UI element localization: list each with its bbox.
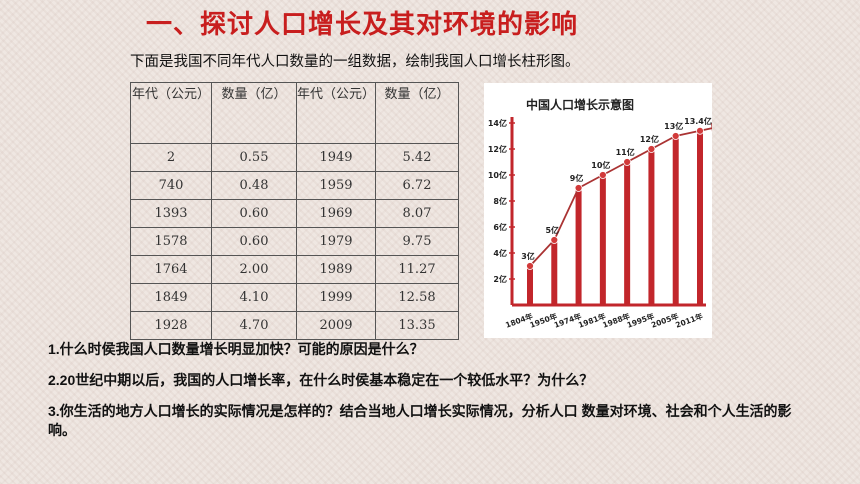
question-list: 1.什么时侯我国人口数量增长明显加快？可能的原因是什么？ 2.20世纪中期以后，… [48,340,808,452]
table-row: 1928 4.70 2009 13.35 [130,311,459,340]
bar [697,130,703,305]
population-growth-chart: 中国人口增长示意图 2亿 4亿 6亿 8亿 10亿 12亿 14亿 3亿 5亿 9亿 10亿 11亿 12… [484,83,720,338]
data-label: 13亿 [664,121,683,131]
table-cell: 5.42 [375,143,459,172]
table-cell: 2009 [296,311,376,340]
question-2: 2.20世纪中期以后，我国的人口增长率，在什么时侯基本稳定在一个较低水平？为什么… [48,372,594,388]
question-3: 3.你生活的地方人口增长的实际情况是怎样的？结合当地人口增长实际情况，分析人口 … [48,403,792,438]
y-tick-label: 10亿 [488,170,507,180]
y-tick-label: 6亿 [493,222,507,232]
population-table: 年代（公元） 数量（亿） 年代（公元） 数量（亿） 2 0.55 1949 5.… [130,82,459,340]
data-label: 10亿 [591,160,610,170]
table-cell: 1949 [296,143,376,172]
chart-title: 中国人口增长示意图 [526,97,634,112]
bar [599,175,606,305]
table-cell: 1989 [296,255,376,284]
y-tick-label: 14亿 [488,118,507,128]
header-count-2: 数量（亿） [375,82,459,144]
header-count-1: 数量（亿） [211,82,297,144]
table-row: 740 0.48 1959 6.72 [130,171,459,200]
bar [648,149,655,305]
table-cell: 1764 [130,255,212,284]
data-point [623,158,632,166]
table-cell: 4.70 [211,311,297,340]
data-point [696,126,704,135]
data-point [526,262,534,270]
table-cell: 0.55 [211,143,297,172]
page-title: 一、探讨人口增长及其对环境的影响 [146,10,579,40]
table-cell: 1999 [296,283,376,312]
table-cell: 0.60 [211,227,297,256]
table-cell: 1969 [296,199,376,228]
table-cell: 11.27 [375,255,459,284]
header-year-2: 年代（公元） [296,82,376,144]
table-cell: 9.75 [375,227,459,256]
header-year-1: 年代（公元） [130,82,212,144]
y-tick-label: 8亿 [493,196,507,206]
table-row: 2 0.55 1949 5.42 [130,143,459,172]
data-label: 9亿 [570,173,584,183]
table-cell: 1578 [130,227,212,256]
table-cell: 2 [130,143,212,172]
table-header-row: 年代（公元） 数量（亿） 年代（公元） 数量（亿） [130,82,459,144]
instruction-text: 下面是我国不同年代人口数量的一组数据，绘制我国人口增长柱形图。 [130,54,580,70]
y-tick-label: 2亿 [493,274,507,284]
table-cell: 1979 [296,227,376,256]
table-cell: 1849 [130,283,212,312]
data-label: 11亿 [616,147,635,157]
table-row: 1849 4.10 1999 12.58 [130,283,459,312]
data-label: 5亿 [545,225,559,235]
data-point [671,132,680,140]
bar [575,188,582,305]
table-cell: 2.00 [211,255,297,284]
table-cell: 6.72 [375,171,459,200]
table-cell: 1928 [130,311,212,340]
bar [551,240,558,305]
table-row: 1393 0.60 1969 8.07 [130,199,459,228]
table-row: 1578 0.60 1979 9.75 [130,227,459,256]
data-point [574,184,583,192]
bar [672,136,679,305]
data-point [550,236,559,244]
bar [624,162,631,305]
data-label: 3亿 [521,251,535,261]
table-cell: 13.35 [375,311,459,340]
y-tick-label: 4亿 [493,248,507,258]
table-cell: 4.10 [211,283,297,312]
table-cell: 1393 [130,199,212,228]
data-label: 12亿 [640,134,659,144]
bar [527,266,533,305]
chart-svg: 中国人口增长示意图 2亿 4亿 6亿 8亿 10亿 12亿 14亿 3亿 5亿 9亿 10亿 11亿 12… [488,97,720,330]
table-cell: 1959 [296,171,376,200]
table-cell: 8.07 [375,199,459,228]
data-point [598,171,607,179]
table-cell: 740 [130,171,212,200]
table-row: 1764 2.00 1989 11.27 [130,255,459,284]
question-1: 1.什么时侯我国人口数量增长明显加快？可能的原因是什么？ [48,341,424,357]
data-label: 13.4亿 [684,116,712,126]
data-point [647,145,656,153]
y-tick-label: 12亿 [488,144,507,154]
x-tick-label: 2011年 [674,310,705,329]
table-cell: 0.60 [211,199,297,228]
table-cell: 12.58 [375,283,459,312]
table-cell: 0.48 [211,171,297,200]
